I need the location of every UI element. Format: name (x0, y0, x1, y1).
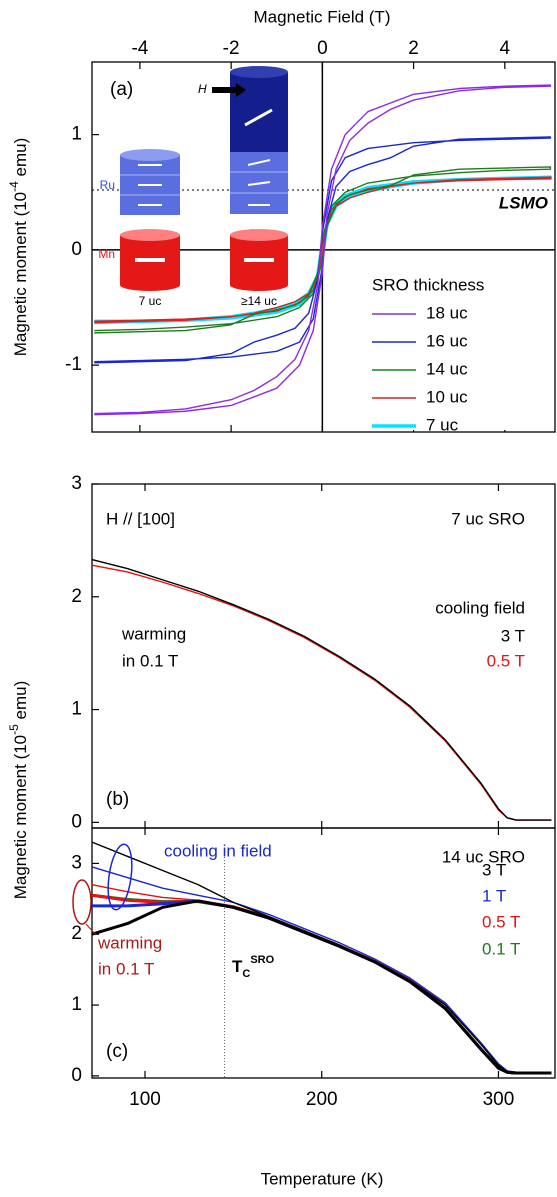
spin-arrows (135, 108, 274, 262)
series-label: 3 T (501, 626, 525, 645)
field-arrow-head (236, 83, 246, 97)
annotation: warming (97, 933, 162, 952)
series-label: 1 T (482, 886, 506, 905)
y-tick-label: 2 (71, 923, 82, 944)
arrow (244, 108, 273, 127)
legend-label: 16 uc (426, 331, 468, 350)
x-tick-label: 200 (306, 1089, 338, 1110)
y-label-part: emu) (11, 138, 30, 181)
inset-label: Mn (98, 247, 115, 261)
tc-sup: SRO (250, 954, 274, 966)
tc-sub: C (242, 968, 250, 980)
y-tick-label: 2 (71, 586, 82, 607)
y-label-sup: -4 (7, 181, 21, 192)
y-tick-label: 1 (71, 994, 82, 1015)
inset-label: ≥14 uc (241, 294, 277, 308)
x-tick-label: -2 (223, 38, 240, 59)
plot-area (91, 61, 556, 1079)
y-label-part: Magnetic moment (10 (11, 192, 30, 356)
inset-label: 7 uc (139, 294, 162, 308)
inset-label: H (198, 82, 207, 96)
x-tick-label: 300 (483, 1089, 515, 1110)
plot-frame (91, 827, 556, 1079)
y-tick-label: 0 (71, 239, 82, 260)
data-line (94, 166, 552, 334)
ru-thick-top (230, 66, 288, 78)
tc-symbol: T (232, 957, 243, 976)
y-label-part: Magnetic moment (10 (11, 735, 30, 899)
data-line (94, 176, 552, 324)
mn-top (120, 229, 180, 241)
x-axis-label: Magnetic Field (T) (254, 7, 391, 26)
ru-thick (230, 72, 288, 152)
legend-label: 7 uc (426, 415, 459, 434)
mn-top (230, 229, 288, 241)
x-tick-label: 2 (408, 38, 419, 59)
y-tick-label: -1 (65, 354, 82, 375)
annotation: 14 uc SRO (442, 847, 525, 866)
x-tick-label: -4 (131, 38, 148, 59)
data-line (94, 84, 552, 416)
annotation: warming (121, 624, 186, 643)
panel-label: (a) (110, 79, 133, 100)
panel-label: (b) (106, 789, 129, 810)
legend-title: SRO thickness (372, 275, 484, 294)
annotation: in 0.1 T (122, 651, 178, 670)
annotation: 7 uc SRO (451, 509, 525, 528)
inset-label: Ru (100, 178, 115, 192)
y-tick-label: 0 (71, 811, 82, 832)
y-tick-label: 3 (71, 852, 82, 873)
plot-frame (91, 61, 556, 433)
y-axis-label: Magnetic moment (10-5 emu) (7, 681, 30, 900)
inset (120, 66, 288, 291)
annotation-ellipse (72, 879, 92, 925)
x-tick-label: 100 (129, 1089, 161, 1110)
annotation-leader (85, 923, 97, 936)
y-tick-label: 3 (71, 473, 82, 494)
x-axis-label: Temperature (K) (261, 1169, 384, 1188)
series-label: 3 T (482, 860, 506, 879)
series-label: 0.5 T (482, 912, 520, 931)
y-tick-label: 1 (71, 124, 82, 145)
arrow (247, 159, 271, 166)
y-tick-label: 0 (71, 1065, 82, 1086)
legend-box (362, 270, 552, 430)
panel-label: (c) (106, 1041, 128, 1062)
x-tick-label: 0 (317, 38, 328, 59)
legend-label: 14 uc (426, 359, 468, 378)
y-axis-label: Magnetic moment (10-4 emu) (7, 138, 30, 357)
y-label-part: emu) (11, 681, 30, 724)
ru-top (120, 149, 180, 161)
series-label: 0.1 T (482, 939, 520, 958)
mn-bottom (120, 279, 180, 291)
y-label-sup: -5 (7, 724, 21, 735)
data-line (91, 558, 552, 821)
x-tick-label: 4 (500, 38, 511, 59)
legend-label: 10 uc (426, 387, 468, 406)
legend-label: 18 uc (426, 303, 468, 322)
tc-label: TCSRO (232, 954, 275, 980)
data-line (94, 136, 552, 364)
reference-label: LSMO (499, 193, 548, 212)
series-label: 0.5 T (487, 651, 525, 670)
y-tick-label: 1 (71, 699, 82, 720)
arrow (247, 181, 271, 186)
annotation: cooling field (435, 598, 525, 617)
data-line (91, 899, 552, 1075)
annotation: in 0.1 T (98, 959, 154, 978)
mn-bottom (230, 279, 288, 291)
annotation-ellipse (107, 843, 133, 911)
annotation: H // [100] (106, 509, 175, 528)
annotation: cooling in field (164, 841, 272, 860)
